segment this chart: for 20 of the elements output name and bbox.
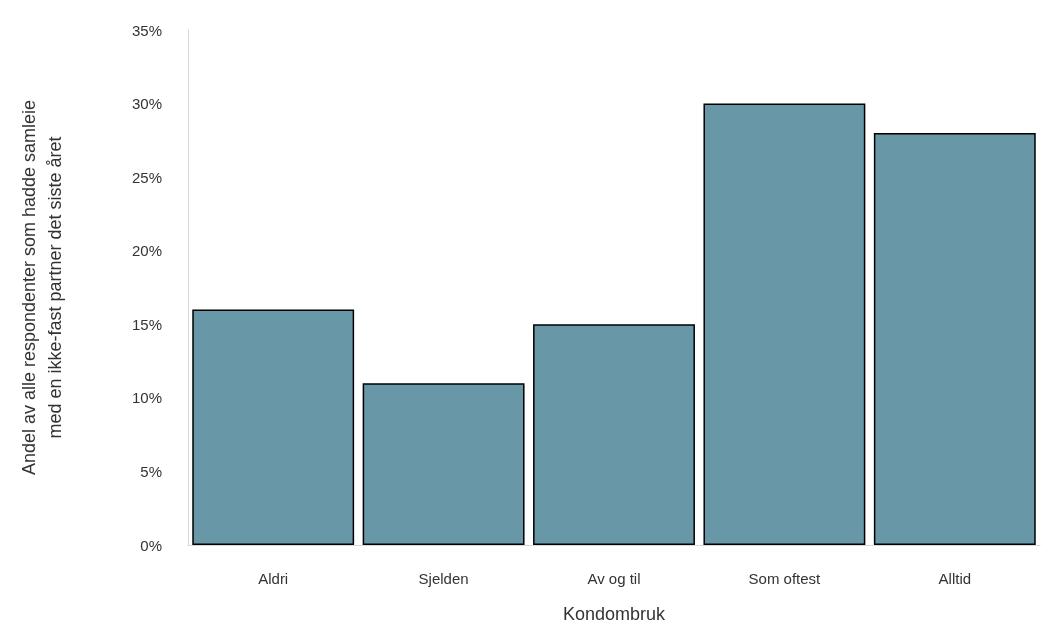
x-axis-title: Kondombruk [562, 604, 667, 624]
bar [192, 309, 355, 545]
x-tick-label: Som oftest [748, 570, 822, 587]
bar [533, 324, 695, 545]
x-tick-label: Aldri [258, 570, 289, 587]
bar [362, 383, 525, 545]
y-tick-label: 0% [140, 536, 162, 554]
y-axis-title: Andel av alle respondenter som hadde samleie med en ikke-fast partner det siste året [19, 99, 65, 476]
x-tick-label: Sjelden [418, 570, 469, 587]
bar [703, 103, 866, 545]
y-tick-label: 10% [131, 389, 162, 407]
y-tick-label: 30% [131, 95, 162, 113]
x-tick-label: Av og til [587, 570, 641, 587]
x-tick-label: Alltid [938, 570, 972, 587]
y-tick-label: 20% [131, 242, 162, 260]
y-tick-label: 25% [131, 168, 162, 186]
y-tick-label: 15% [131, 315, 162, 333]
y-tick-label: 5% [140, 462, 162, 480]
bar [873, 133, 1036, 545]
y-tick-label: 35% [131, 21, 162, 39]
